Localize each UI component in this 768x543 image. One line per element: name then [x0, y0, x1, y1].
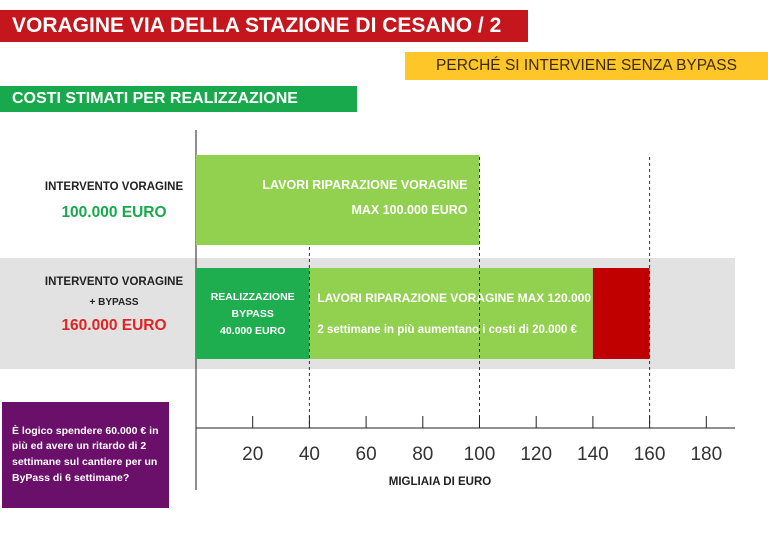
bar-label: 40.000 EURO: [220, 325, 285, 337]
page-title-banner: VORAGINE VIA DELLA STAZIONE DI CESANO / …: [0, 10, 528, 42]
x-tick-label: 40: [299, 444, 320, 465]
x-tick-label: 60: [356, 444, 377, 465]
subtitle-text: PERCHÉ SI INTERVIENE SENZA BYPASS: [436, 57, 737, 74]
x-tick-label: 80: [412, 444, 433, 465]
x-tick-label: 120: [520, 444, 552, 465]
question-box: È logico spendere 60.000 € in più ed ave…: [2, 402, 169, 508]
x-tick-label: 140: [577, 444, 609, 465]
subtitle-banner: PERCHÉ SI INTERVIENE SENZA BYPASS: [405, 52, 768, 80]
bar-segment: [592, 268, 650, 359]
bar-segment: [196, 155, 480, 245]
section-banner: COSTI STIMATI PER REALIZZAZIONE: [0, 86, 357, 112]
section-title: COSTI STIMATI PER REALIZZAZIONE: [12, 90, 298, 107]
x-tick-label: 100: [464, 444, 496, 465]
x-tick-label: 180: [690, 444, 722, 465]
bar-label: REALIZZAZIONE: [211, 291, 295, 303]
row-label: INTERVENTO VORAGINE: [45, 181, 184, 193]
row-cost: 100.000 EURO: [61, 204, 166, 221]
bar-segment: [309, 268, 593, 359]
bar-label: LAVORI RIPARAZIONE VORAGINE MAX 120.000 …: [317, 291, 629, 305]
bar-label: 2 settimane in più aumentano i costi di …: [317, 324, 577, 336]
x-tick-label: 160: [634, 444, 666, 465]
x-axis-label: MIGLIAIA DI EURO: [389, 476, 491, 488]
page-title: VORAGINE VIA DELLA STAZIONE DI CESANO / …: [12, 14, 502, 37]
bar-label: LAVORI RIPARAZIONE VORAGINE: [262, 178, 467, 192]
x-tick-label: 20: [242, 444, 263, 465]
bar-label: BYPASS: [231, 308, 273, 320]
row-sublabel: + BYPASS: [90, 297, 139, 308]
question-text: È logico spendere 60.000 € in più ed ave…: [12, 424, 159, 484]
row-cost: 160.000 EURO: [61, 317, 166, 334]
bar-label: MAX 100.000 EURO: [351, 203, 467, 217]
bar-segment: [196, 268, 310, 359]
row-label: INTERVENTO VORAGINE: [45, 276, 184, 288]
